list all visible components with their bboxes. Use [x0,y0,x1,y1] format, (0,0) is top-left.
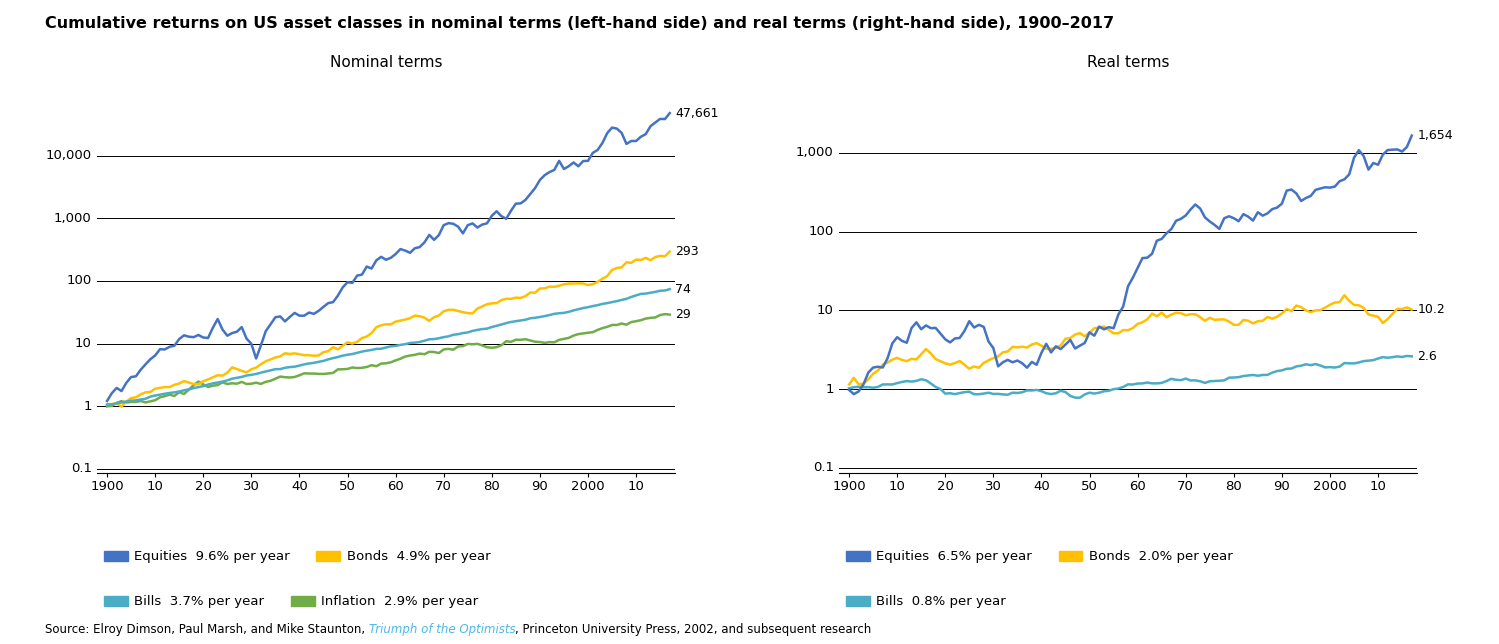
Text: 2.6: 2.6 [1417,350,1438,363]
Legend: Bills  3.7% per year, Inflation  2.9% per year: Bills 3.7% per year, Inflation 2.9% per … [103,596,478,609]
Text: 100: 100 [808,225,833,238]
Legend: Equities  9.6% per year, Bonds  4.9% per year: Equities 9.6% per year, Bonds 4.9% per y… [103,551,490,564]
Title: Real terms: Real terms [1087,55,1169,70]
Text: Cumulative returns on US asset classes in nominal terms (left-hand side) and rea: Cumulative returns on US asset classes i… [45,16,1114,31]
Text: 10: 10 [817,304,833,317]
Text: , Princeton University Press, 2002, and subsequent research: , Princeton University Press, 2002, and … [516,623,872,636]
Title: Nominal terms: Nominal terms [330,55,442,70]
Text: Source: Elroy Dimson, Paul Marsh, and Mike Staunton,: Source: Elroy Dimson, Paul Marsh, and Mi… [45,623,369,636]
Text: 1,000: 1,000 [796,146,833,159]
Text: 29: 29 [675,308,691,321]
Text: 1,000: 1,000 [54,212,91,225]
Text: 1: 1 [82,400,91,413]
Legend: Equities  6.5% per year, Bonds  2.0% per year: Equities 6.5% per year, Bonds 2.0% per y… [845,551,1232,564]
Text: 1: 1 [824,383,833,395]
Text: 100: 100 [66,274,91,287]
Text: 1,654: 1,654 [1417,129,1453,142]
Text: 0.1: 0.1 [70,462,91,475]
Text: 10: 10 [75,337,91,350]
Text: 0.1: 0.1 [812,461,833,474]
Legend: Bills  0.8% per year: Bills 0.8% per year [845,596,1006,609]
Text: 10,000: 10,000 [45,149,91,162]
Text: 10.2: 10.2 [1417,303,1445,316]
Text: 74: 74 [675,283,691,296]
Text: 47,661: 47,661 [675,107,720,120]
Text: 293: 293 [675,245,699,258]
Text: Triumph of the Optimists: Triumph of the Optimists [369,623,516,636]
